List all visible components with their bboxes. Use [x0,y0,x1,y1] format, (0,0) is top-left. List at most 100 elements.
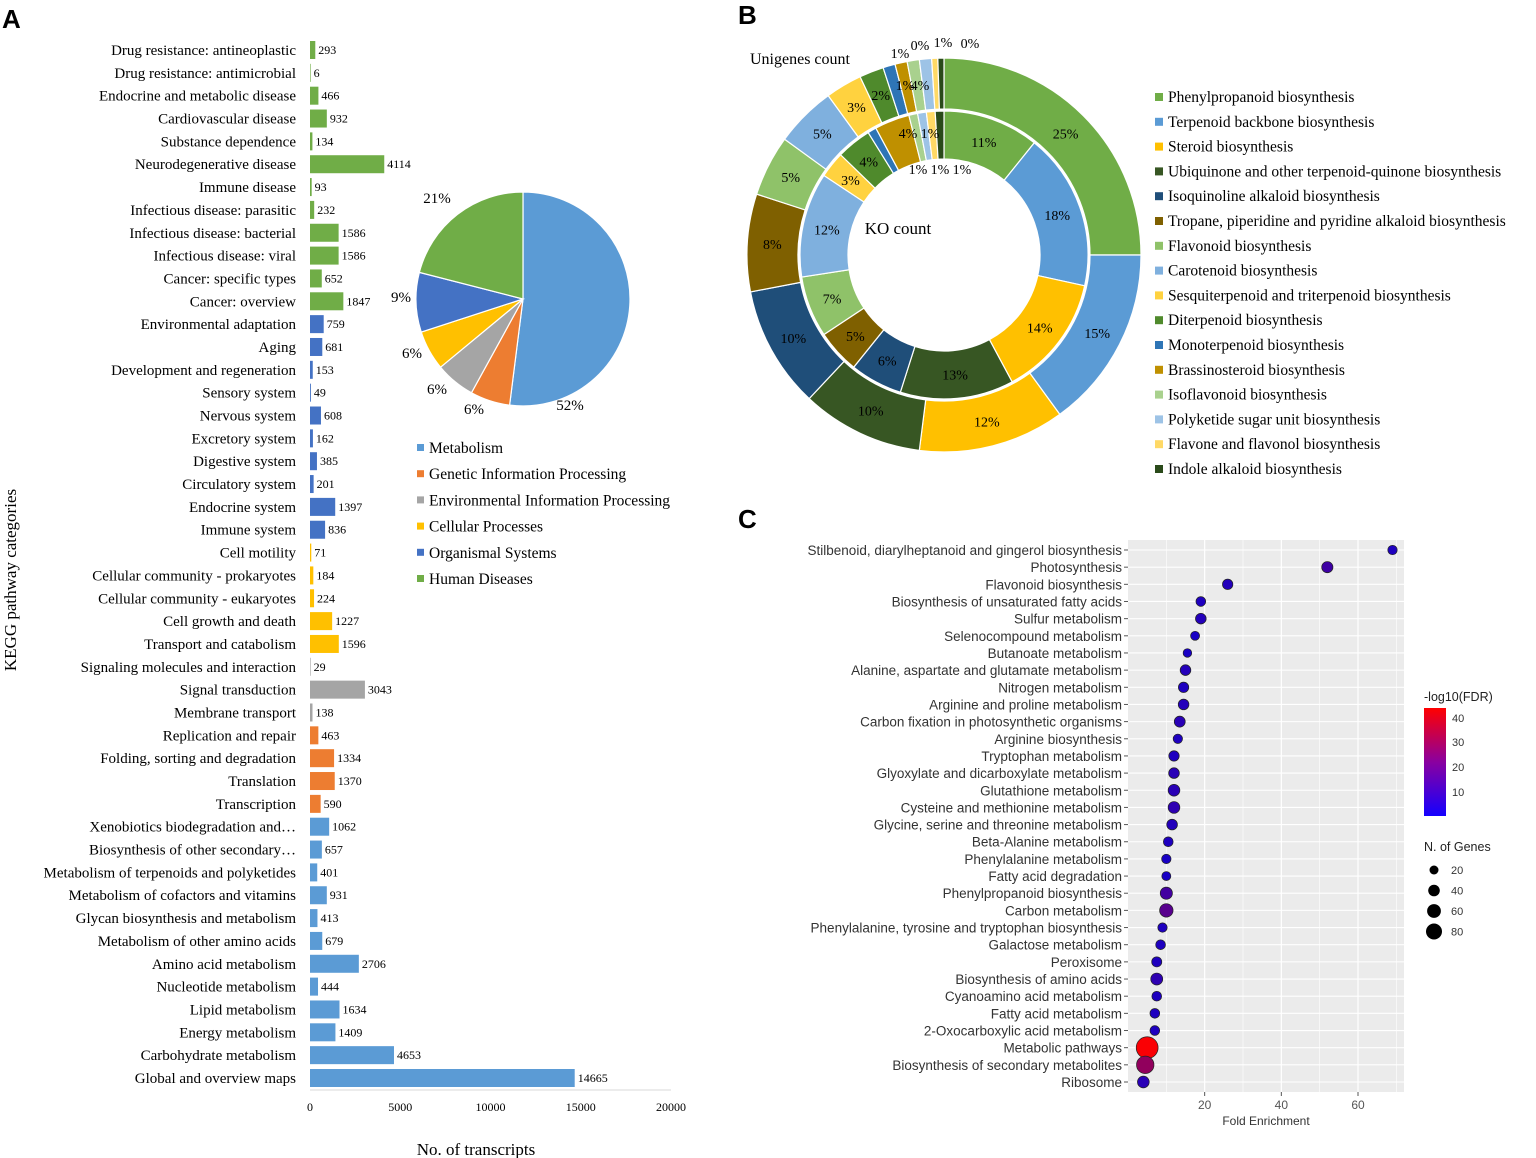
bar-value-label-biosynthesis-of-other-secondary: 657 [325,843,343,857]
dot-x-tick-20: 20 [1198,1098,1212,1112]
bar-value-label-immune-system: 836 [328,523,346,537]
bar-value-label-glycan-biosynthesis-and-metabolism: 413 [320,911,338,925]
bar-value-label-cell-growth-and-death: 1227 [335,614,359,628]
bar-value-label-signal-transduction: 3043 [368,683,392,697]
donut-legend-swatch-isoflavonoid-biosynthesis [1155,390,1163,399]
donut-legend-swatch-brassinosteroid-biosynthesis [1155,365,1163,374]
bar-replication-and-repair [310,726,319,745]
donut-legend-swatch-steroid-biosynthesis [1155,142,1163,151]
dot-label-phenylpropanoid-biosynthesis: Phenylpropanoid biosynthesis [943,886,1123,901]
donut-legend-swatch-diterpenoid-biosynthesis [1155,316,1163,325]
bar-transcription [310,794,321,813]
inner-ring-value-terpenoid-backbone-biosynthesis: 18% [1044,209,1070,224]
donut-small-segment-label-1: 4% [911,79,930,94]
dot-arginine-biosynthesis [1172,733,1183,744]
bar-category-label-folding-sorting-and-degradation: Folding, sorting and degradation [100,751,296,767]
dot-glycine-serine-and-threonine-metabolism [1166,818,1178,831]
bar-value-label-nucleotide-metabolism: 444 [321,980,339,994]
dot-label-tryptophan-metabolism: Tryptophan metabolism [981,749,1122,764]
dot-label-nitrogen-metabolism: Nitrogen metabolism [998,680,1122,695]
bar-value-label-cardiovascular-disease: 932 [330,112,348,126]
donut-legend-label-steroid-biosynthesis: Steroid biosynthesis [1168,139,1293,156]
dot-label-biosynthesis-of-secondary-metabolites: Biosynthesis of secondary metabolites [892,1058,1122,1073]
bar-x-tick-5000: 5000 [388,1100,412,1114]
bar-category-label-development-and-regeneration: Development and regeneration [111,363,296,379]
outer-ring-value-carotenoid-biosynthesis: 5% [813,127,832,142]
bar-drug-resistance-antimicrobial [310,63,311,82]
bar-category-label-signaling-molecules-and-interaction: Signaling molecules and interaction [81,660,297,676]
bar-immune-disease [310,178,312,197]
bar-category-label-lipid-metabolism: Lipid metabolism [190,1002,297,1018]
bar-value-label-infectious-disease-parasitic: 232 [317,203,335,217]
bar-category-label-drug-resistance-antimicrobial: Drug resistance: antimicrobial [114,66,296,82]
inner-ring-value-phenylpropanoid-biosynthesis: 11% [971,136,996,151]
bar-category-label-endocrine-and-metabolic-disease: Endocrine and metabolic disease [99,89,296,105]
bar-glycan-biosynthesis-and-metabolism [310,909,318,928]
dot-label-butanoate-metabolism: Butanoate metabolism [988,646,1122,661]
bar-cancer-specific-types [310,269,322,288]
panel-label-b: B [738,0,757,30]
size-legend-dot-40 [1428,884,1440,897]
donut-legend-label-ubiquinone-and-other-terpenoid-quinone-biosynthesis: Ubiquinone and other terpenoid-quinone b… [1168,163,1501,180]
dot-photosynthesis [1321,561,1334,574]
donut-hole [849,160,1039,350]
donut-legend-swatch-terpenoid-backbone-biosynthesis [1155,117,1163,126]
pie-legend-swatch-environmental-information-processing [417,496,424,504]
bar-value-label-infectious-disease-bacterial: 1586 [342,226,366,240]
donut-legend-swatch-isoquinoline-alkaloid-biosynthesis [1155,192,1163,201]
dot-galactose-metabolism [1155,939,1166,950]
panel-label-a: A [2,4,21,34]
bar-drug-resistance-antineoplastic [310,41,316,59]
donut-legend-swatch-phenylpropanoid-biosynthesis [1155,93,1163,101]
pie-slice-value-cellular-processes: 6% [402,346,422,362]
pie-legend-swatch-organismal-systems [417,548,424,556]
dot-label-glutathione-metabolism: Glutathione metabolism [980,783,1122,798]
dot-plot-background [1128,540,1404,1092]
bar-value-label-transport-and-catabolism: 1596 [342,637,366,651]
bar-energy-metabolism [310,1023,336,1042]
dot-metabolic-pathways [1135,1036,1159,1059]
bar-cellular-community-prokaryotes [310,566,314,585]
donut-small-label-0: 1% [891,47,910,62]
bar-nucleotide-metabolism [310,977,319,996]
donut-legend-label-monoterpenoid-biosynthesis: Monoterpenoid biosynthesis [1168,337,1344,354]
bar-value-label-membrane-transport: 138 [315,705,333,719]
bar-x-tick-20000: 20000 [656,1100,686,1114]
pie-legend-swatch-genetic-information-processing [417,470,424,478]
inner-ring-value-isoquinoline-alkaloid-biosynthesis: 6% [878,355,897,370]
donut-legend-swatch-polyketide-sugar-unit-biosynthesis [1155,415,1163,424]
dot-label-arginine-biosynthesis: Arginine biosynthesis [994,732,1122,747]
dot-label-phenylalanine-metabolism: Phenylalanine metabolism [964,852,1122,867]
bar-value-label-immune-disease: 93 [315,180,327,194]
donut-legend-label-diterpenoid-biosynthesis: Diterpenoid biosynthesis [1168,312,1323,329]
panel-c-dot-plot: Stilbenoid, diarylheptanoid and gingerol… [808,540,1493,1128]
bar-value-label-drug-resistance-antineoplastic: 293 [318,43,336,57]
dot-fatty-acid-degradation [1161,871,1172,881]
dot-label-biosynthesis-of-unsaturated-fatty-acids: Biosynthesis of unsaturated fatty acids [892,594,1123,609]
dot-label-arginine-and-proline-metabolism: Arginine and proline metabolism [929,697,1122,712]
dot-biosynthesis-of-unsaturated-fatty-acids [1195,596,1207,607]
bar-category-label-metabolism-of-terpenoids-and-polyketides: Metabolism of terpenoids and polyketides [44,865,297,881]
bar-category-label-replication-and-repair: Replication and repair [163,728,296,744]
dot-label-biosynthesis-of-amino-acids: Biosynthesis of amino acids [955,972,1122,987]
inner-ring-title: KO count [865,219,932,238]
dot-label-photosynthesis: Photosynthesis [1030,560,1122,575]
donut-small-segment-label-0: 1% [896,79,915,94]
pie-slice-value-environmental-information-processing: 6% [427,382,447,398]
bar-immune-system [310,520,326,539]
bar-category-label-neurodegenerative-disease: Neurodegenerative disease [135,157,297,173]
size-legend-label-60: 60 [1451,906,1463,918]
pie-legend-swatch-metabolism [417,444,424,451]
dot-nitrogen-metabolism [1178,681,1190,693]
dot-plot-x-axis-label: Fold Enrichment [1222,1114,1310,1128]
donut-legend-swatch-ubiquinone-and-other-terpenoid-quinone-biosynthesis [1155,167,1163,176]
dot-arginine-and-proline-metabolism [1177,698,1190,711]
outer-ring-value-tropane-piperidine-and-pyridine-alkaloid-biosynthesis: 8% [763,238,782,253]
bar-category-label-nucleotide-metabolism: Nucleotide metabolism [156,980,296,996]
donut-legend-label-isoflavonoid-biosynthesis: Isoflavonoid biosynthesis [1168,387,1327,404]
donut-legend-label-indole-alkaloid-biosynthesis: Indole alkaloid biosynthesis [1168,461,1342,478]
bar-xenobiotics-biodegradation-and [310,817,330,836]
dot-label-glyoxylate-and-dicarboxylate-metabolism: Glyoxylate and dicarboxylate metabolism [877,766,1122,781]
bar-category-label-global-and-overview-maps: Global and overview maps [135,1071,296,1087]
dot-tryptophan-metabolism [1168,750,1180,762]
